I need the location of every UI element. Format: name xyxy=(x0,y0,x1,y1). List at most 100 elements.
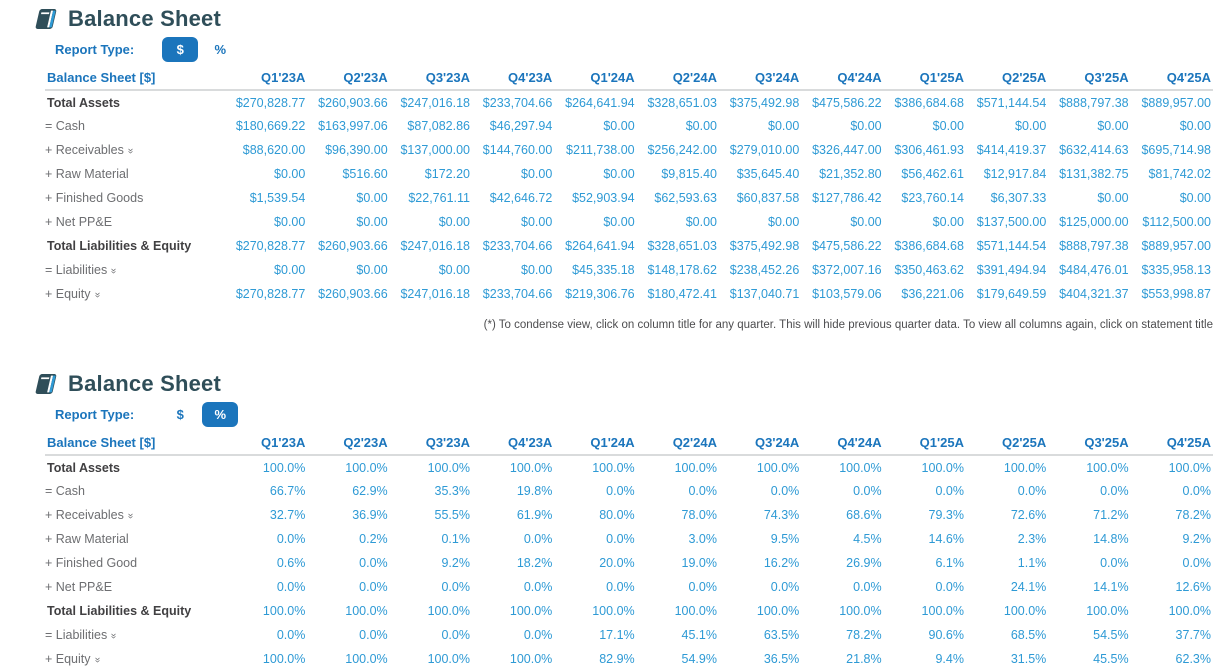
report-type-dollar-button[interactable]: $ xyxy=(162,37,199,62)
title-row: Balance Sheet xyxy=(33,365,1213,396)
report-type-dollar-button[interactable]: $ xyxy=(162,402,198,427)
column-header-q425a[interactable]: Q4'25A xyxy=(1130,430,1213,456)
table-title[interactable]: Balance Sheet [$] xyxy=(45,430,225,456)
cell-value: $137,500.00 xyxy=(976,215,1047,229)
table-title[interactable]: Balance Sheet [$] xyxy=(45,65,225,91)
cell-value: 6.1% xyxy=(935,556,964,570)
row-label: + Finished Goods xyxy=(45,191,144,205)
column-header-q225a[interactable]: Q2'25A xyxy=(965,65,1049,91)
report-type-toggle: $ % xyxy=(162,37,238,62)
cell-value: $137,040.71 xyxy=(729,287,800,301)
cell-value: $148,178.62 xyxy=(647,263,717,277)
cell-value: 35.3% xyxy=(434,484,470,498)
cell-value: 0.0% xyxy=(606,484,635,498)
cell-value: 19.0% xyxy=(681,556,717,570)
cell-value: 100.0% xyxy=(1086,604,1129,618)
cell-value: $180,472.41 xyxy=(647,287,717,301)
cell-value: $391,494.94 xyxy=(976,263,1047,277)
cell-value: $233,704.66 xyxy=(482,287,553,301)
report-type-toggle: $ % xyxy=(162,402,239,427)
column-header-q424a[interactable]: Q4'24A xyxy=(801,430,884,456)
cell-value: 37.7% xyxy=(1175,628,1211,642)
column-header-q423a[interactable]: Q4'23A xyxy=(471,65,555,91)
cell-value: $1,539.54 xyxy=(249,191,306,205)
cell-value: $211,738.00 xyxy=(566,143,635,157)
cell-value: 100.0% xyxy=(1003,604,1047,618)
cell-value: 24.1% xyxy=(1010,580,1047,594)
cell-value: $131,382.75 xyxy=(1059,167,1129,181)
cell-value: $326,447.00 xyxy=(812,143,882,157)
column-header-q123a[interactable]: Q1'23A xyxy=(225,65,308,91)
report-type-percent-button[interactable]: % xyxy=(202,37,238,62)
column-header-q225a[interactable]: Q2'25A xyxy=(965,430,1049,456)
cell-value: 55.5% xyxy=(434,508,470,522)
cell-value: $247,016.18 xyxy=(400,287,470,301)
cell-value: $179,649.59 xyxy=(976,287,1047,301)
cell-value: $571,144.54 xyxy=(976,95,1047,110)
column-header-q124a[interactable]: Q1'24A xyxy=(554,430,637,456)
row-label: + Net PP&E xyxy=(45,215,113,229)
title-row: Balance Sheet xyxy=(33,0,1213,31)
column-header-q423a[interactable]: Q4'23A xyxy=(471,430,555,456)
table-row: = Liabilities» $0.00 $0.00 $0.00 $0.00 $45,33… xyxy=(45,258,1213,282)
cell-value: $87,082.86 xyxy=(407,119,470,133)
column-header-q323a[interactable]: Q3'23A xyxy=(389,430,472,456)
cell-value: 0.0% xyxy=(1017,484,1047,498)
row-label[interactable]: + Equity» xyxy=(45,287,103,301)
row-label[interactable]: = Liabilities» xyxy=(45,628,119,642)
cell-value: 54.5% xyxy=(1093,628,1129,642)
table-row: + Equity» 100.0% 100.0% 100.0% 100.0% 82.9% 54… xyxy=(45,647,1213,671)
balance-sheet-section: Balance Sheet Report Type: $ % Balance S… xyxy=(0,0,1213,331)
column-header-q224a[interactable]: Q2'24A xyxy=(636,65,719,91)
cell-value: $279,010.00 xyxy=(729,143,800,157)
cell-value: 100.0% xyxy=(1168,604,1211,618)
column-header-q323a[interactable]: Q3'23A xyxy=(389,65,472,91)
book-icon xyxy=(33,7,59,31)
cell-value: $112,500.00 xyxy=(1142,215,1211,229)
cell-value: $144,760.00 xyxy=(482,143,553,157)
cell-value: 31.5% xyxy=(1010,652,1047,666)
cell-value: $21,352.80 xyxy=(819,167,882,181)
cell-value: $9,815.40 xyxy=(661,167,717,181)
cell-value: $6,307.33 xyxy=(990,191,1047,205)
cell-value: $23,760.14 xyxy=(901,191,964,205)
column-header-q223a[interactable]: Q2'23A xyxy=(307,65,390,91)
cell-value: 26.9% xyxy=(846,556,882,570)
column-header-q123a[interactable]: Q1'23A xyxy=(225,430,308,456)
cell-value: 18.2% xyxy=(516,556,553,570)
table-row: + Finished Goods $1,539.54 $0.00 $22,761.11… xyxy=(45,186,1213,210)
cell-value: 100.0% xyxy=(839,604,882,618)
row-label[interactable]: + Equity» xyxy=(45,652,103,666)
column-header-q425a[interactable]: Q4'25A xyxy=(1130,65,1213,91)
report-type-percent-button[interactable]: % xyxy=(202,402,239,427)
cell-value: 0.0% xyxy=(276,580,306,594)
cell-value: 1.1% xyxy=(1017,556,1047,570)
row-label[interactable]: + Receivables» xyxy=(45,143,136,157)
column-header-q324a[interactable]: Q3'24A xyxy=(718,65,802,91)
column-header-q324a[interactable]: Q3'24A xyxy=(718,430,802,456)
column-header-q325a[interactable]: Q3'25A xyxy=(1048,430,1131,456)
cell-value: $0.00 xyxy=(521,167,553,181)
column-header-q125a[interactable]: Q1'25A xyxy=(883,430,966,456)
statement-title[interactable]: Balance Sheet xyxy=(68,6,222,31)
statement-title[interactable]: Balance Sheet xyxy=(68,371,222,396)
row-label[interactable]: + Receivables» xyxy=(45,508,136,522)
cell-value: 0.0% xyxy=(441,628,470,642)
cell-value: $0.00 xyxy=(1097,119,1129,133)
cell-value: 100.0% xyxy=(509,460,553,475)
cell-value: 80.0% xyxy=(599,508,635,522)
cell-value: 0.0% xyxy=(606,580,635,594)
column-header-q124a[interactable]: Q1'24A xyxy=(554,65,637,91)
column-header-q224a[interactable]: Q2'24A xyxy=(636,430,719,456)
column-header-q223a[interactable]: Q2'23A xyxy=(307,430,390,456)
row-label: + Finished Good xyxy=(45,556,138,570)
column-header-q125a[interactable]: Q1'25A xyxy=(883,65,966,91)
cell-value: $0.00 xyxy=(685,119,717,133)
column-header-q424a[interactable]: Q4'24A xyxy=(801,65,884,91)
cell-value: 100.0% xyxy=(756,460,800,475)
row-label[interactable]: = Liabilities» xyxy=(45,263,119,277)
table-header-row: Balance Sheet [$] Q1'23A Q2'23A Q3'23A Q4'2… xyxy=(45,65,1213,91)
report-type-row: Report Type: $ % xyxy=(55,401,1213,428)
column-header-q325a[interactable]: Q3'25A xyxy=(1048,65,1131,91)
cell-value: 78.2% xyxy=(1175,508,1211,522)
